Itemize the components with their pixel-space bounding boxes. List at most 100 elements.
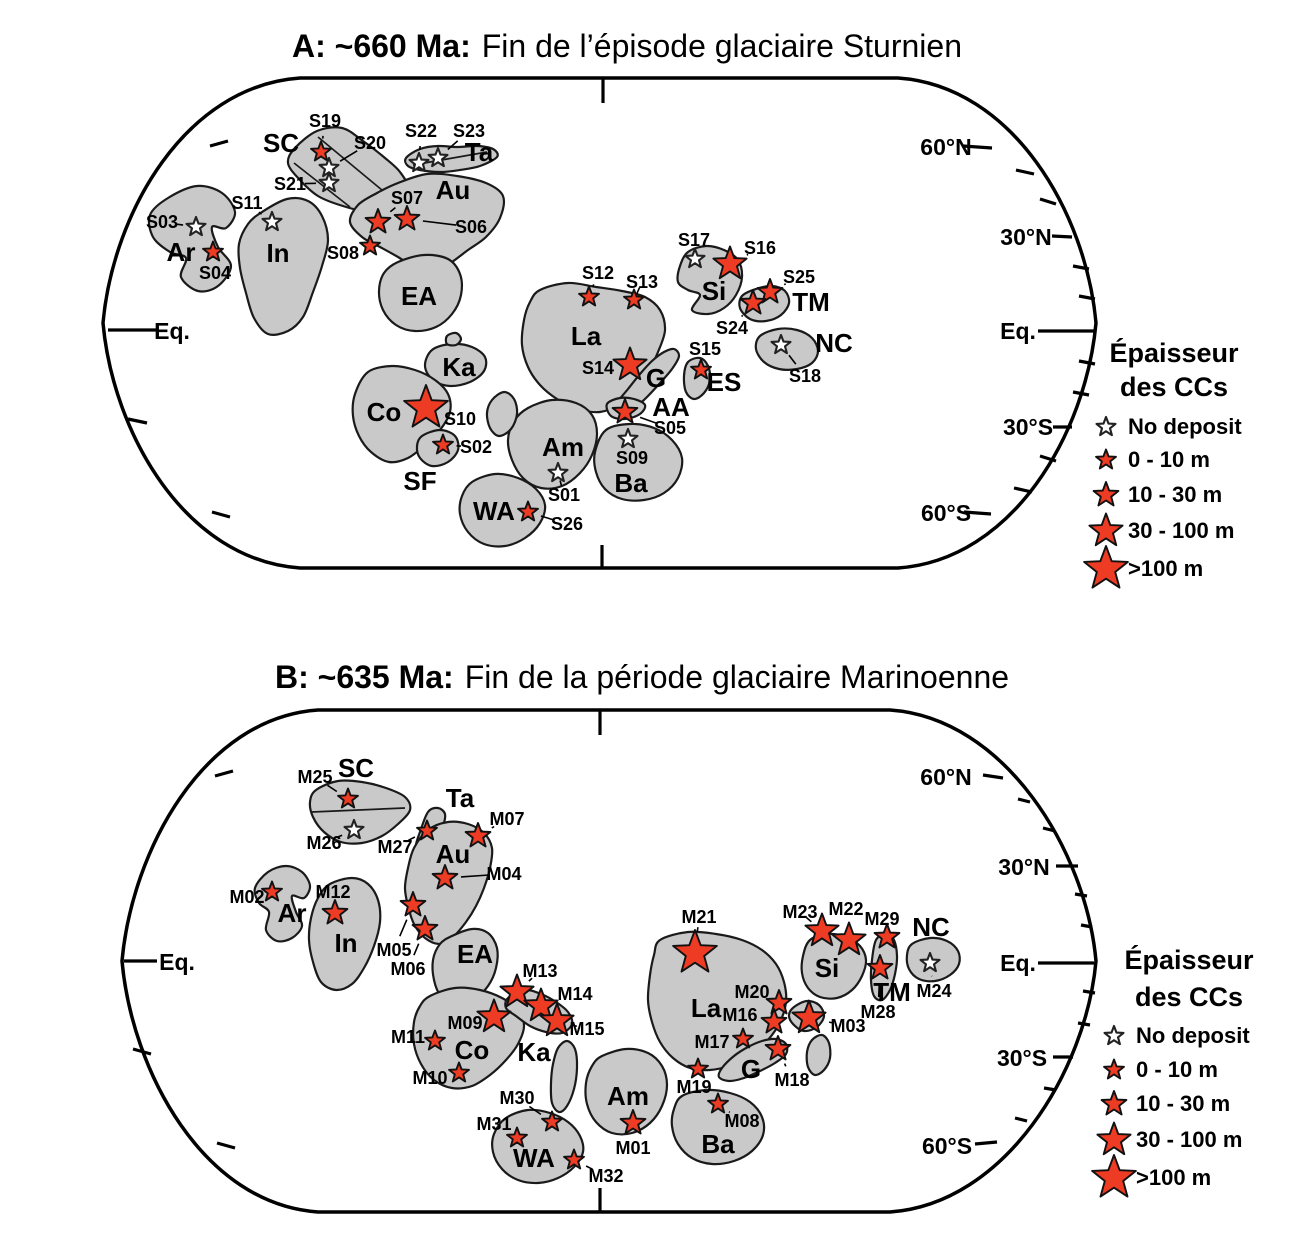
marker-label-M04: M04 [486, 864, 521, 884]
legend-title-line1-B: Épaisseur [1124, 944, 1254, 975]
marker-label-S03: S03 [146, 212, 178, 232]
marker-label-M11: M11 [391, 1027, 425, 1047]
legend-item-label-B-4: >100 m [1136, 1165, 1211, 1190]
deposit-star-S17 [684, 247, 706, 269]
continent-sc-B [308, 779, 412, 845]
continent-label-ba-B: Ba [701, 1129, 735, 1159]
deposit-star-M18 [764, 1035, 792, 1061]
latitude-label-A-5: Eq. [154, 318, 190, 344]
deposit-star-S04 [202, 240, 224, 262]
continent-label-ea-B: EA [457, 939, 493, 969]
legend-item-label-A-4: >100 m [1128, 556, 1203, 581]
latitude-label-A-3: 30°S [1003, 414, 1053, 440]
continent-am-A [506, 398, 599, 490]
latitude-tick-A-17 [127, 417, 148, 425]
marker-leader-M28 [877, 983, 881, 998]
marker-leader-M18 [783, 1063, 787, 1067]
marker-label-S19: S19 [309, 111, 341, 131]
deposit-star-M24 [919, 951, 941, 973]
marker-label-S08: S08 [327, 243, 359, 263]
marker-label-M10: M10 [412, 1068, 447, 1088]
continent-label-sc-A: SC [263, 128, 299, 158]
legend-star-30-100-A [1088, 512, 1124, 547]
continent-ea-A [377, 253, 463, 333]
marker-label-S26: S26 [551, 514, 583, 534]
deposit-star-S06 [393, 205, 421, 231]
continent-label-ta-A: Ta [465, 137, 494, 167]
latitude-tick-B-17 [132, 1047, 152, 1056]
legend-item-label-A-3: 30 - 100 m [1128, 518, 1234, 543]
legend-star-0-10-B [1103, 1058, 1125, 1080]
islet-A-0 [444, 331, 463, 347]
marker-leader-M27 [408, 836, 416, 842]
marker-label-M22: M22 [828, 899, 863, 919]
marker-label-S15: S15 [689, 339, 721, 359]
continent-in-A [237, 197, 330, 336]
continent-label-au-B: Au [436, 839, 471, 869]
marker-label-M06: M06 [390, 959, 425, 979]
marker-label-M21: M21 [681, 907, 716, 927]
deposit-star-S10 [403, 384, 449, 428]
marker-leader-M25 [327, 784, 338, 793]
marker-leader-S20 [339, 150, 358, 162]
deposit-star-M31 [506, 1126, 528, 1148]
deposit-star-S01 [547, 461, 569, 483]
latitude-tick-B-9 [1082, 989, 1096, 995]
latitude-tick-A-16 [209, 139, 229, 148]
marker-label-M32: M32 [588, 1166, 623, 1186]
marker-leader-S07 [389, 206, 396, 213]
marker-label-M26: M26 [306, 833, 341, 853]
latitude-label-B-1: 30°N [998, 854, 1049, 880]
latitude-tick-A-5 [1051, 234, 1073, 239]
marker-label-S23: S23 [453, 121, 485, 141]
marker-label-M23: M23 [782, 902, 817, 922]
marker-label-S20: S20 [354, 133, 386, 153]
continent-divider-line [311, 807, 406, 813]
continent-label-nc-B: NC [912, 912, 950, 942]
latitude-tick-B-2 [982, 773, 1004, 780]
marker-label-M08: M08 [724, 1111, 759, 1131]
deposit-star-M07 [464, 822, 492, 848]
legend-title-line1-A: Épaisseur [1109, 337, 1239, 368]
panel-a-title-text: Fin de l’épisode glaciaire Sturnien [482, 28, 962, 64]
continent-ba-B [670, 1088, 766, 1166]
deposit-star-S22 [408, 151, 430, 173]
marker-label-S11: S11 [231, 193, 262, 213]
legend-star-10-30-B [1100, 1090, 1128, 1116]
deposit-star-S25 [756, 278, 784, 304]
deposit-star-M02 [261, 880, 283, 902]
marker-label-S22: S22 [405, 121, 437, 141]
legend-item-label-A-2: 10 - 30 m [1128, 482, 1222, 507]
marker-leader-S23 [447, 140, 459, 151]
deposit-star-M03 [791, 999, 827, 1034]
deposit-star-S15 [690, 358, 712, 380]
marker-label-S09: S09 [616, 448, 648, 468]
deposit-star-M26 [343, 818, 365, 840]
marker-leader-M23 [805, 916, 812, 923]
latitude-tick-A-14 [963, 510, 992, 516]
deposit-star-S13 [623, 288, 645, 310]
continent-wa-A [458, 472, 547, 548]
deposit-star-M10 [448, 1061, 470, 1083]
latitude-tick-B-16 [214, 769, 234, 778]
latitude-tick-B-18 [216, 1141, 236, 1150]
deposit-star-M32 [563, 1148, 585, 1170]
latitude-label-A-4: 60°S [921, 500, 971, 526]
deposit-star-S16 [712, 245, 748, 280]
continent-label-co-A: Co [367, 397, 402, 427]
deposit-star-S02 [432, 433, 454, 455]
latitude-tick-A-3 [1015, 168, 1035, 176]
marker-leader-M04 [460, 874, 490, 878]
latitude-label-B-2: Eq. [1000, 950, 1036, 976]
deposit-star-S18 [770, 333, 792, 355]
marker-label-M30: M30 [499, 1088, 534, 1108]
continent-ba-A [593, 422, 684, 502]
legend-star->100-A [1083, 545, 1129, 589]
deposit-star-M19 [687, 1057, 709, 1079]
map-outline-A [101, 76, 1098, 570]
legend-title-line2-B: des CCs [1135, 982, 1243, 1012]
marker-leader-S26 [540, 515, 553, 521]
marker-label-S10: S10 [444, 409, 476, 429]
deposit-star-S05 [611, 398, 639, 424]
marker-label-M24: M24 [916, 981, 951, 1001]
